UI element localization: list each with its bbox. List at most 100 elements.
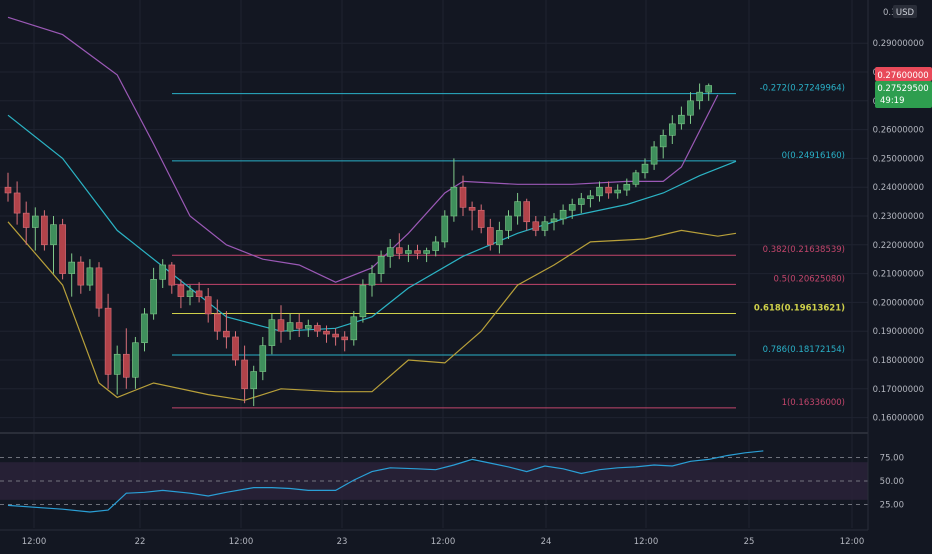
candle-up <box>514 201 521 217</box>
time-tick-label: 22 <box>135 537 146 547</box>
price-tick-label: 0.21000000 <box>873 270 924 280</box>
candle-down <box>414 250 421 254</box>
candle-up <box>596 186 603 197</box>
fib-label: 0(0.24916160) <box>782 151 845 161</box>
candle-up <box>678 114 685 125</box>
candle-down <box>314 325 321 332</box>
candle-up <box>141 313 148 344</box>
candle-down <box>468 207 476 211</box>
candle-up <box>377 256 385 274</box>
rsi-tick-label: 50.00 <box>880 477 904 487</box>
candle-down <box>223 330 230 338</box>
candle-down <box>232 336 239 361</box>
candle-up <box>450 186 458 217</box>
candle-down <box>41 215 48 246</box>
candle-down <box>277 319 285 332</box>
candle-up <box>31 215 39 228</box>
candle-down <box>195 290 203 297</box>
currency-unit: USD <box>896 8 915 18</box>
candle-up <box>186 290 194 297</box>
price-tick-label: 0.29000000 <box>873 39 924 49</box>
candle-up <box>150 279 157 315</box>
candle-up <box>668 123 676 136</box>
candle-down <box>332 333 339 338</box>
candle-down <box>486 227 494 246</box>
candle-down <box>4 186 12 194</box>
candle-up <box>577 198 585 205</box>
candle-up <box>659 135 667 148</box>
price-tick-label: 0.25000000 <box>873 154 924 164</box>
candle-up <box>559 209 567 220</box>
candle-up <box>286 322 294 332</box>
price-tick-label: 0.22000000 <box>873 241 924 251</box>
candle-down <box>477 209 485 228</box>
candle-up <box>641 163 649 174</box>
time-tick-label: 12:00 <box>22 537 47 547</box>
candle-up <box>650 146 658 165</box>
price-tick-label: 0.19000000 <box>873 327 924 337</box>
candle-down <box>204 296 212 315</box>
candle-up <box>405 250 412 254</box>
candle-up <box>68 261 75 274</box>
candle-up <box>541 221 549 231</box>
candle-down <box>77 261 85 286</box>
price-tick-label: 0.24000000 <box>873 183 924 193</box>
candle-up <box>496 230 503 246</box>
candle-down <box>168 264 176 286</box>
candle-down <box>22 212 30 228</box>
candle-down <box>104 307 112 375</box>
candle-down <box>123 353 130 378</box>
candle-down <box>59 224 66 274</box>
candle-down <box>13 192 21 214</box>
candle-up <box>623 184 631 191</box>
fib-label: 0.382(0.21638539) <box>763 245 845 255</box>
candle-up <box>268 319 276 346</box>
candle-up <box>632 172 640 185</box>
candle-up <box>359 284 367 318</box>
candle-down <box>323 330 330 335</box>
high-price-label: 0.27600000 <box>877 71 928 81</box>
candle-down <box>177 284 185 297</box>
rsi-tick-label: 75.00 <box>880 454 904 464</box>
candle-down <box>395 247 403 254</box>
time-tick-label: 12:00 <box>840 537 865 547</box>
candle-down <box>605 186 612 194</box>
candle-up <box>159 264 166 280</box>
time-tick-label: 12:00 <box>431 537 456 547</box>
price-tick-label: 0.20000000 <box>873 298 924 308</box>
candle-up <box>423 250 430 254</box>
price-tick-label: 0.23000000 <box>873 212 924 222</box>
candle-down <box>214 313 221 332</box>
rsi-tick-label: 25.00 <box>880 501 904 511</box>
time-tick-label: 23 <box>337 537 348 547</box>
last-price-badge <box>875 81 932 108</box>
candle-up <box>568 204 576 211</box>
fib-label: 1(0.16336000) <box>782 398 845 408</box>
candle-up <box>432 241 440 251</box>
candle-down <box>95 267 103 309</box>
candle-up <box>696 91 703 102</box>
price-top-label: 0.3 <box>883 8 897 18</box>
rsi-line <box>7 450 764 513</box>
fib-label: -0.272(0.27249964) <box>760 84 845 94</box>
candle-up <box>687 100 694 116</box>
candle-up <box>250 371 257 390</box>
time-tick-label: 25 <box>744 537 755 547</box>
candle-up <box>304 325 312 329</box>
bb-basis-line <box>7 114 737 332</box>
candle-up <box>350 316 358 341</box>
candle-up <box>505 215 512 231</box>
candle-up <box>113 353 121 375</box>
candle-down <box>241 359 248 390</box>
candle-down <box>295 322 303 329</box>
time-tick-label: 24 <box>541 537 552 547</box>
candle-up <box>386 247 394 257</box>
candle-up <box>132 342 139 378</box>
candle-down <box>459 186 467 208</box>
candle-up <box>86 267 94 286</box>
candle-up <box>50 224 57 246</box>
time-tick-label: 12:00 <box>634 537 659 547</box>
bb-lower-line <box>7 221 737 401</box>
